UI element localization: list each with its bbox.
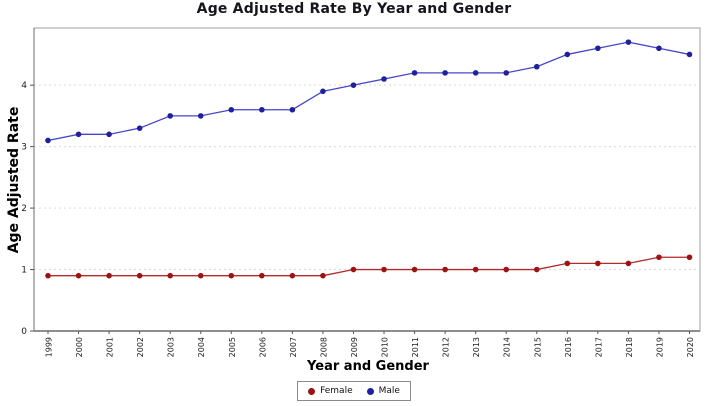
female-point-2019	[656, 254, 662, 261]
x-tick-label: 2016	[564, 337, 573, 357]
x-tick-label: 2004	[197, 337, 206, 357]
male-marker-icon	[366, 387, 374, 395]
x-tick-label: 2013	[472, 337, 481, 357]
x-tick-label: 2015	[533, 337, 542, 357]
legend-item-female: Female	[308, 386, 353, 396]
female-point-2007	[289, 272, 296, 279]
x-tick-label: 2002	[136, 337, 145, 357]
male-point-2018	[625, 39, 632, 45]
male-point-1999	[45, 137, 51, 144]
female-line	[48, 256, 690, 277]
male-point-2000	[75, 131, 82, 138]
x-tick-label: 2018	[625, 337, 634, 357]
male-point-2012	[442, 70, 448, 76]
x-tick-label: 2010	[381, 337, 390, 357]
female-point-2013	[472, 266, 479, 273]
y-tick-label: 2	[21, 204, 27, 214]
legend-label-female: Female	[320, 386, 353, 396]
female-point-2010	[381, 266, 387, 273]
male-point-2017	[595, 45, 601, 52]
female-point-2014	[503, 266, 510, 273]
female-point-2016	[564, 260, 571, 267]
male-point-2019	[656, 45, 662, 52]
x-tick-label: 2017	[594, 337, 603, 357]
male-point-2011	[411, 70, 418, 76]
x-axis-title: Year and Gender	[307, 359, 429, 374]
male-point-2008	[320, 88, 326, 95]
male-point-2016	[564, 51, 571, 58]
x-tick-label: 2000	[75, 337, 84, 357]
female-point-2003	[167, 272, 173, 279]
x-tick-label: 2007	[289, 337, 298, 357]
x-tick-label: 2011	[411, 337, 420, 357]
x-tick-label: 2003	[167, 337, 176, 357]
female-point-1999	[45, 272, 51, 279]
x-tick-label: 2014	[503, 337, 512, 357]
legend-item-male: Male	[366, 386, 400, 396]
male-point-2004	[197, 113, 204, 119]
y-tick-label: 1	[21, 266, 27, 276]
female-marker-icon	[308, 387, 316, 395]
y-tick-label: 3	[21, 143, 27, 153]
legend-label-male: Male	[378, 386, 400, 396]
y-tick-label: 0	[21, 327, 27, 337]
male-point-2002	[136, 125, 143, 131]
female-point-2005	[228, 272, 235, 279]
female-point-2004	[197, 272, 204, 279]
male-point-2013	[472, 70, 479, 76]
male-point-2005	[228, 106, 235, 113]
female-point-2008	[320, 272, 326, 279]
male-line	[47, 41, 690, 142]
male-point-2006	[259, 106, 265, 113]
plot-frame	[33, 27, 701, 332]
x-tick-label: 2009	[350, 337, 359, 357]
chart-title: Age Adjusted Rate By Year and Gender	[196, 1, 512, 17]
female-point-2000	[75, 272, 82, 279]
x-tick-label: 1999	[45, 337, 54, 357]
male-point-2003	[167, 113, 173, 119]
x-tick-label: 2006	[258, 337, 267, 357]
x-tick-label: 2019	[655, 337, 664, 357]
x-tick-label: 2020	[686, 337, 695, 357]
x-tick-label: 2001	[106, 337, 115, 357]
male-point-2010	[381, 76, 387, 82]
y-axis-title: Age Adjusted Rate	[6, 106, 22, 254]
x-tick-label: 2005	[228, 337, 237, 357]
female-point-2002	[136, 272, 143, 279]
legend: Female Male	[0, 381, 708, 401]
female-point-2020	[686, 254, 693, 261]
male-point-2014	[503, 70, 510, 76]
female-point-2011	[411, 266, 418, 273]
male-point-2007	[289, 106, 296, 113]
female-point-2001	[106, 272, 112, 279]
male-point-2020	[686, 51, 693, 58]
female-point-2009	[350, 266, 357, 273]
legend-box: Female Male	[297, 381, 411, 401]
male-point-2001	[106, 131, 112, 138]
y-tick-label: 4	[21, 81, 27, 91]
female-point-2017	[595, 260, 601, 267]
x-tick-label: 2012	[442, 337, 451, 357]
female-point-2012	[442, 266, 448, 273]
male-point-2015	[533, 63, 540, 70]
female-point-2018	[625, 260, 632, 267]
x-tick-label: 2008	[319, 337, 328, 357]
female-point-2015	[533, 266, 540, 273]
female-point-2006	[259, 272, 265, 279]
male-point-2009	[350, 82, 357, 88]
